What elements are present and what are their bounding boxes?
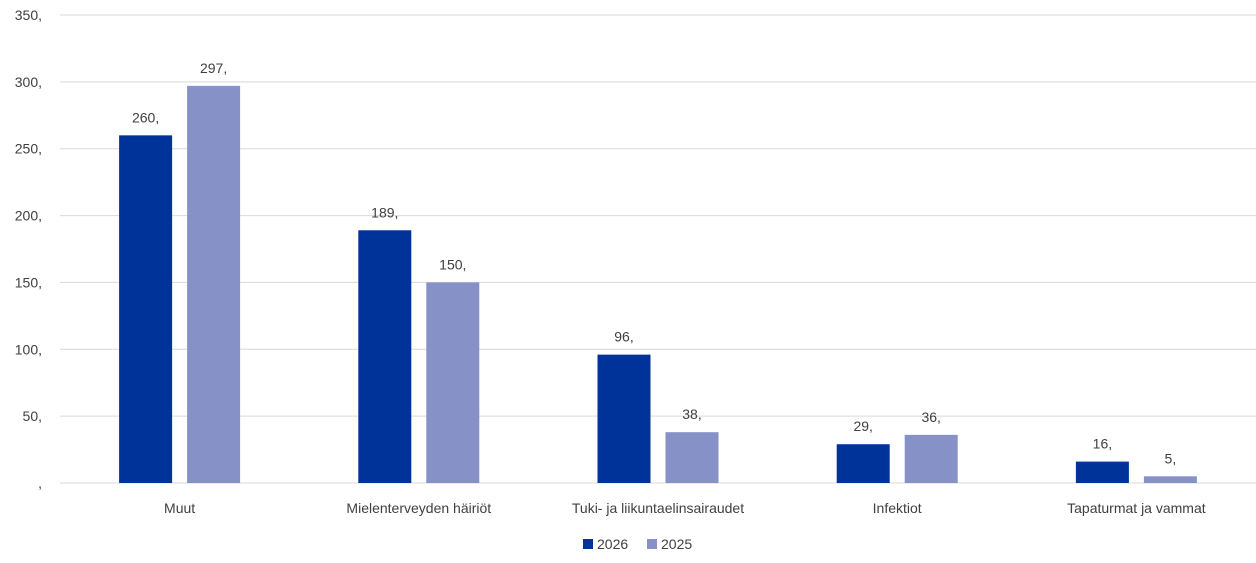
- y-tick-label: 350,: [15, 7, 42, 23]
- data-label: 16,: [1093, 436, 1112, 452]
- data-label: 36,: [921, 409, 940, 425]
- gridlines: [60, 14, 1256, 484]
- y-tick-label: 150,: [15, 274, 42, 290]
- legend: 2026 2025: [583, 536, 692, 552]
- y-axis-tick-labels: , 50, 100, 150, 200, 250, 300, 350,: [15, 7, 42, 491]
- bar-2026-4: [1075, 461, 1129, 483]
- x-tick-label: Infektiot: [873, 500, 922, 516]
- x-tick-label: Tapaturmat ja vammat: [1067, 500, 1206, 516]
- data-label: 5,: [1165, 450, 1177, 466]
- bar-2025-0: [187, 85, 241, 484]
- bar-2025-4: [1143, 476, 1197, 483]
- data-label: 260,: [132, 109, 159, 125]
- legend-label: 2025: [661, 536, 692, 552]
- data-label: 29,: [853, 418, 872, 434]
- y-tick-label: 100,: [15, 341, 42, 357]
- y-tick-label: ,: [38, 475, 42, 491]
- x-tick-label: Mielenterveyden häiriöt: [346, 500, 491, 516]
- y-tick-label: 50,: [23, 408, 42, 424]
- y-tick-label: 200,: [15, 208, 42, 224]
- bar-2025-2: [665, 432, 719, 483]
- data-label: 150,: [439, 256, 466, 272]
- bar-2026-2: [597, 354, 651, 483]
- data-label: 297,: [200, 60, 227, 76]
- bar-2025-3: [904, 434, 958, 483]
- data-label: 189,: [371, 204, 398, 220]
- bars: [119, 85, 1197, 484]
- x-axis-tick-labels: Muut Mielenterveyden häiriöt Tuki- ja liik…: [164, 500, 1206, 516]
- y-tick-label: 250,: [15, 141, 42, 157]
- bar-2026-3: [836, 444, 890, 483]
- x-tick-label: Muut: [164, 500, 195, 516]
- y-tick-label: 300,: [15, 74, 42, 90]
- legend-label: 2026: [597, 536, 628, 552]
- bar-2026-0: [119, 135, 173, 484]
- bar-2026-1: [358, 230, 412, 483]
- bar-2025-1: [426, 282, 480, 483]
- data-label: 38,: [682, 406, 701, 422]
- data-label: 96,: [614, 329, 633, 345]
- data-labels: 260, 297, 189, 150, 96, 38, 29, 36, 16, 5,: [132, 60, 1176, 466]
- legend-swatch-2026: [583, 539, 593, 549]
- legend-swatch-2025: [647, 539, 657, 549]
- x-tick-label: Tuki- ja liikuntaelinsairaudet: [572, 500, 744, 516]
